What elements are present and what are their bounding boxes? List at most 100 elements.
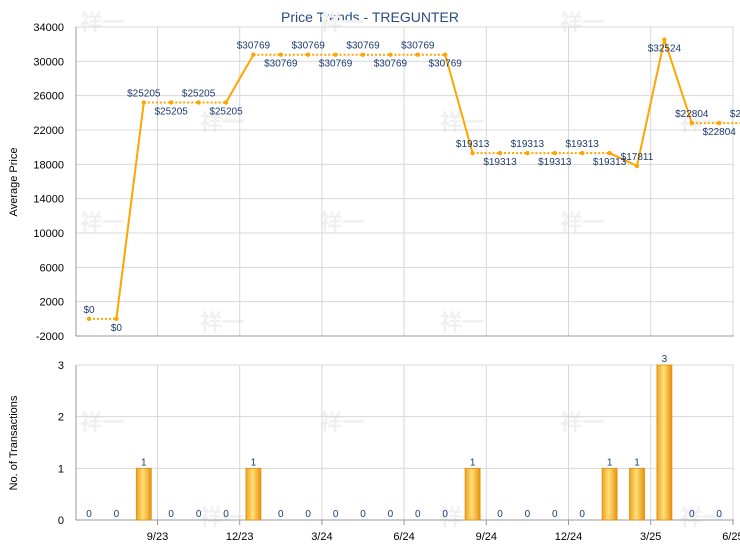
price-point: [196, 100, 201, 105]
price-data-label: $19313: [593, 157, 627, 168]
price-data-label: $0: [83, 305, 95, 316]
price-data-label: $30769: [237, 41, 271, 52]
watermark: 祥一: [320, 210, 364, 236]
price-y-tick-label: 2000: [40, 297, 64, 309]
watermark: 祥一: [560, 210, 604, 236]
bar-value-label: 0: [552, 509, 558, 520]
bar-value-label: 0: [360, 509, 366, 520]
transaction-bar: [629, 467, 645, 521]
price-data-label: $17811: [621, 152, 654, 163]
bar-value-label: 1: [251, 457, 257, 468]
price-point: [306, 52, 311, 57]
bar-value-label: 1: [607, 457, 613, 468]
watermark: 祥一: [560, 10, 604, 36]
price-point: [415, 52, 420, 57]
bar-value-label: 0: [525, 509, 531, 520]
price-y-tick-label: 10000: [33, 228, 64, 240]
price-y-tick-label: 30000: [33, 56, 64, 68]
bar-value-label: 0: [278, 509, 284, 520]
price-data-label: $19313: [456, 139, 490, 150]
bar-value-label: 1: [634, 457, 640, 468]
transaction-bar: [245, 467, 262, 521]
price-data-label: $22804: [703, 127, 737, 138]
bar-value-label: 0: [579, 509, 585, 520]
price-data-label: $25205: [182, 88, 216, 99]
bar-value-label: 0: [689, 509, 695, 520]
price-point: [662, 37, 667, 42]
price-data-label: $19313: [566, 139, 600, 150]
bar-value-label: 0: [305, 509, 311, 520]
price-data-label: $19313: [538, 157, 572, 168]
transaction-bar: [656, 364, 673, 521]
bar-value-label: 0: [333, 509, 339, 520]
price-data-label: $19313: [483, 157, 517, 168]
transactions-y-axis-title: No. of Transactions: [8, 395, 20, 490]
transaction-bar: [135, 467, 152, 521]
price-point: [86, 316, 92, 322]
x-tick-label: 3/24: [311, 531, 332, 543]
price-y-tick-label: 34000: [33, 22, 64, 34]
price-y-tick-label: 18000: [33, 159, 64, 171]
price-line-segment: [609, 152, 638, 167]
transaction-bar: [464, 467, 481, 521]
price-line-segment: [115, 102, 145, 319]
price-line-segment: [663, 39, 693, 124]
price-data-label: $32524: [648, 44, 682, 55]
x-tick-label: 9/24: [476, 531, 497, 543]
bar-value-label: 1: [470, 457, 476, 468]
price-point: [689, 120, 694, 126]
bar-value-label: 0: [497, 509, 503, 520]
bar-y-tick-label: 2: [58, 412, 64, 424]
price-data-label: $30769: [292, 41, 326, 52]
price-data-label: $30769: [374, 59, 408, 70]
price-data-label: $30769: [264, 59, 298, 70]
price-point: [360, 52, 366, 57]
watermark: 祥一: [560, 410, 604, 436]
price-y-tick-label: -2000: [36, 331, 64, 343]
price-data-label: $30769: [401, 41, 435, 52]
bar-value-label: 0: [168, 509, 174, 520]
price-data-label: $19313: [511, 139, 545, 150]
price-y-tick-label: 26000: [33, 91, 64, 103]
x-tick-label: 6/25: [722, 531, 740, 543]
x-tick-label: 12/24: [555, 531, 583, 543]
bar-value-label: 0: [196, 509, 202, 520]
price-line-segment: [225, 54, 255, 103]
price-point: [443, 52, 448, 57]
bar-y-tick-label: 1: [58, 463, 64, 475]
price-point: [607, 150, 612, 156]
bar-value-label: 0: [223, 509, 229, 520]
price-data-label: $22804: [730, 109, 740, 120]
x-tick-label: 6/24: [393, 531, 414, 543]
bar-value-label: 1: [141, 457, 147, 468]
price-data-label: $22804: [675, 109, 709, 120]
bar-value-label: 0: [442, 509, 448, 520]
bar-value-label: 0: [415, 509, 421, 520]
price-data-label: $25205: [155, 106, 189, 117]
watermark: 祥一: [200, 505, 244, 531]
price-data-label: $25205: [209, 106, 243, 117]
watermark: 祥一: [440, 310, 484, 336]
bar-y-tick-label: 0: [58, 515, 64, 527]
price-y-tick-label: 6000: [40, 262, 64, 274]
watermark: 祥一: [80, 210, 124, 236]
price-y-tick-label: 14000: [33, 194, 64, 206]
price-line-segment: [444, 54, 474, 154]
watermark: 祥一: [80, 410, 124, 436]
price-point: [497, 150, 503, 156]
price-data-label: $0: [111, 323, 123, 334]
price-point: [388, 52, 393, 57]
watermark: 祥一: [320, 10, 364, 36]
bar-value-label: 0: [716, 509, 722, 520]
watermark: 祥一: [680, 505, 724, 531]
price-point: [580, 150, 585, 156]
price-point: [470, 150, 475, 156]
price-line-segment: [636, 39, 666, 167]
price-point: [141, 100, 146, 105]
price-data-label: $30769: [346, 41, 380, 52]
price-y-axis-title: Average Price: [8, 148, 20, 217]
x-tick-label: 9/23: [147, 531, 168, 543]
price-point: [333, 52, 338, 57]
price-point: [169, 100, 174, 105]
